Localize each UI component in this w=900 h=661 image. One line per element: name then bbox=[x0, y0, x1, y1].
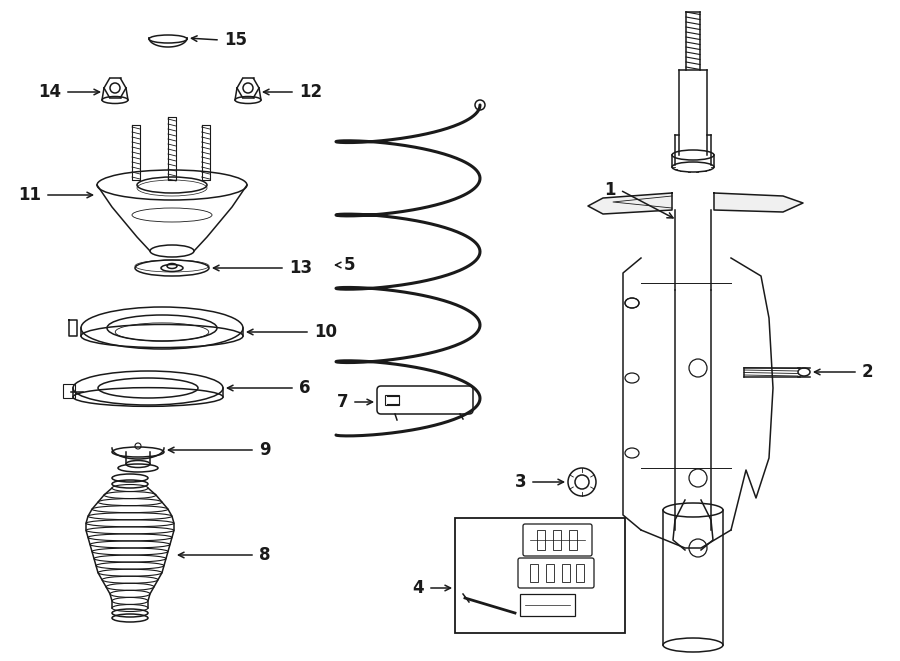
Bar bbox=[520, 594, 575, 616]
Text: 4: 4 bbox=[412, 579, 424, 597]
Polygon shape bbox=[588, 193, 672, 214]
Bar bbox=[537, 530, 545, 550]
Text: 6: 6 bbox=[299, 379, 310, 397]
Bar bbox=[455, 518, 625, 633]
Bar bbox=[553, 530, 561, 550]
Polygon shape bbox=[714, 193, 803, 212]
Text: 8: 8 bbox=[259, 546, 271, 564]
Bar bbox=[385, 395, 399, 405]
Text: 12: 12 bbox=[299, 83, 322, 101]
Text: 2: 2 bbox=[862, 363, 874, 381]
Text: 1: 1 bbox=[605, 181, 616, 199]
Text: 13: 13 bbox=[289, 259, 312, 277]
Text: 3: 3 bbox=[515, 473, 526, 491]
Text: 15: 15 bbox=[224, 31, 247, 49]
Bar bbox=[530, 564, 538, 582]
Bar bbox=[576, 564, 584, 582]
Bar bbox=[562, 564, 570, 582]
Text: 11: 11 bbox=[18, 186, 41, 204]
Bar bbox=[63, 384, 75, 398]
Text: 14: 14 bbox=[38, 83, 61, 101]
Text: 10: 10 bbox=[314, 323, 337, 341]
Text: 9: 9 bbox=[259, 441, 271, 459]
Text: 5: 5 bbox=[344, 256, 356, 274]
Text: 7: 7 bbox=[337, 393, 348, 411]
Bar bbox=[569, 530, 577, 550]
Bar bbox=[546, 564, 554, 582]
